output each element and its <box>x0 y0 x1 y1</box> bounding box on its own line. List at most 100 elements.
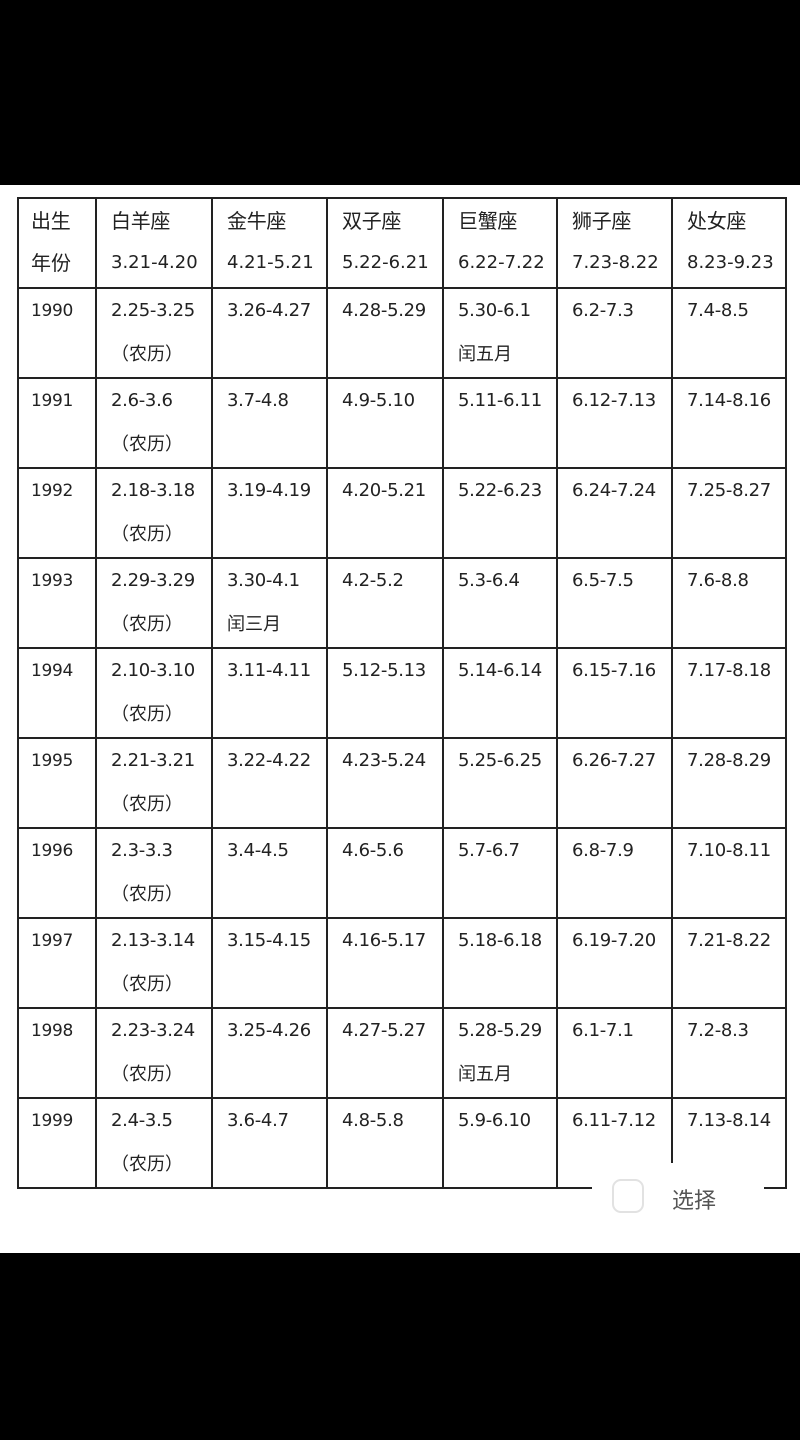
date-cell: 3.4-4.5 <box>211 827 328 919</box>
date-range: 5.28-5.29 <box>458 1020 542 1041</box>
sign-date-range: 6.22-7.22 <box>458 252 545 273</box>
sign-date-range: 5.22-6.21 <box>342 252 429 273</box>
date-range: 7.4-8.5 <box>687 300 749 321</box>
date-cell: 3.30-4.1 闰三月 <box>211 557 328 649</box>
date-note: （农历） <box>111 614 183 635</box>
date-range: 4.2-5.2 <box>342 570 404 591</box>
date-cell: 4.20-5.21 <box>326 467 444 559</box>
date-cell: 6.1-7.1 <box>556 1007 673 1099</box>
date-cell: 2.4-3.5 （农历） <box>95 1097 213 1189</box>
date-range: 5.11-6.11 <box>458 390 542 411</box>
date-note: （农历） <box>111 344 183 365</box>
sign-date-range: 7.23-8.22 <box>572 252 659 273</box>
date-cell: 3.26-4.27 <box>211 287 328 379</box>
date-note: 闰三月 <box>227 614 281 635</box>
year-cell: 1991 <box>17 377 97 469</box>
select-control[interactable]: 选择 <box>592 1163 764 1243</box>
table-row: 1997 2.13-3.14 （农历） 3.15-4.15 4.16-5.17 5.18-… <box>17 917 787 1009</box>
header-cell-sign: 金牛座 4.21-5.21 <box>211 197 328 289</box>
checkbox-icon[interactable] <box>612 1179 644 1213</box>
date-range: 3.15-4.15 <box>227 930 311 951</box>
date-cell: 4.8-5.8 <box>326 1097 444 1189</box>
year: 1998 <box>31 1021 74 1041</box>
year-cell: 1996 <box>17 827 97 919</box>
date-cell: 6.8-7.9 <box>556 827 673 919</box>
date-range: 3.11-4.11 <box>227 660 311 681</box>
date-range: 6.2-7.3 <box>572 300 634 321</box>
date-note: （农历） <box>111 974 183 995</box>
sign-name: 白羊座 <box>111 209 171 233</box>
sign-name: 金牛座 <box>227 209 287 233</box>
date-range: 7.14-8.16 <box>687 390 771 411</box>
date-note: （农历） <box>111 1154 183 1175</box>
table-row: 1991 2.6-3.6 （农历） 3.7-4.8 4.9-5.10 5.11-6.11 6… <box>17 377 787 469</box>
year-cell: 1999 <box>17 1097 97 1189</box>
date-cell: 7.6-8.8 <box>671 557 787 649</box>
date-cell: 3.6-4.7 <box>211 1097 328 1189</box>
date-cell: 7.2-8.3 <box>671 1007 787 1099</box>
date-range: 2.21-3.21 <box>111 750 195 771</box>
date-cell: 6.2-7.3 <box>556 287 673 379</box>
date-note: （农历） <box>111 524 183 545</box>
date-cell: 2.18-3.18 （农历） <box>95 467 213 559</box>
date-cell: 5.22-6.23 <box>442 467 558 559</box>
date-cell: 5.28-5.29 闰五月 <box>442 1007 558 1099</box>
date-range: 2.25-3.25 <box>111 300 195 321</box>
date-range: 6.15-7.16 <box>572 660 656 681</box>
date-cell: 5.14-6.14 <box>442 647 558 739</box>
date-range: 4.20-5.21 <box>342 480 426 501</box>
date-cell: 3.11-4.11 <box>211 647 328 739</box>
header-cell-sign: 处女座 8.23-9.23 <box>671 197 787 289</box>
date-cell: 2.13-3.14 （农历） <box>95 917 213 1009</box>
date-cell: 6.24-7.24 <box>556 467 673 559</box>
sign-date-range: 4.21-5.21 <box>227 252 314 273</box>
date-range: 7.6-8.8 <box>687 570 749 591</box>
date-range: 3.19-4.19 <box>227 480 311 501</box>
date-range: 6.26-7.27 <box>572 750 656 771</box>
year-cell: 1992 <box>17 467 97 559</box>
date-cell: 3.15-4.15 <box>211 917 328 1009</box>
date-cell: 3.7-4.8 <box>211 377 328 469</box>
table-row: 1994 2.10-3.10 （农历） 3.11-4.11 5.12-5.13 5.14-… <box>17 647 787 739</box>
date-cell: 2.29-3.29 （农历） <box>95 557 213 649</box>
date-cell: 5.18-6.18 <box>442 917 558 1009</box>
date-cell: 6.26-7.27 <box>556 737 673 829</box>
table-row: 1998 2.23-3.24 （农历） 3.25-4.26 4.27-5.27 5.28-… <box>17 1007 787 1099</box>
date-cell: 7.17-8.18 <box>671 647 787 739</box>
date-range: 6.8-7.9 <box>572 840 634 861</box>
table-row: 1992 2.18-3.18 （农历） 3.19-4.19 4.20-5.21 5.22-… <box>17 467 787 559</box>
table-row: 1996 2.3-3.3 （农历） 3.4-4.5 4.6-5.6 5.7-6.7 6.8-… <box>17 827 787 919</box>
date-cell: 6.12-7.13 <box>556 377 673 469</box>
date-range: 6.19-7.20 <box>572 930 656 951</box>
year: 1996 <box>31 841 74 861</box>
date-range: 4.9-5.10 <box>342 390 415 411</box>
table-row: 1990 2.25-3.25 （农历） 3.26-4.27 4.28-5.29 5.30-… <box>17 287 787 379</box>
zodiac-lunar-table: 出生 年份 白羊座 3.21-4.20 金牛座 4.21-5.21 双子座 5.22-6.… <box>17 197 787 1189</box>
date-range: 7.13-8.14 <box>687 1110 771 1131</box>
date-cell: 5.7-6.7 <box>442 827 558 919</box>
date-range: 7.28-8.29 <box>687 750 771 771</box>
year: 1999 <box>31 1111 74 1131</box>
date-range: 5.7-6.7 <box>458 840 520 861</box>
date-cell: 7.10-8.11 <box>671 827 787 919</box>
sign-name: 巨蟹座 <box>458 209 518 233</box>
date-note: （农历） <box>111 884 183 905</box>
date-note: （农历） <box>111 704 183 725</box>
date-cell: 3.22-4.22 <box>211 737 328 829</box>
date-range: 2.3-3.3 <box>111 840 173 861</box>
year: 1992 <box>31 481 74 501</box>
date-cell: 2.10-3.10 （农历） <box>95 647 213 739</box>
date-range: 5.30-6.1 <box>458 300 531 321</box>
year-cell: 1998 <box>17 1007 97 1099</box>
date-cell: 4.9-5.10 <box>326 377 444 469</box>
header-row: 出生 年份 白羊座 3.21-4.20 金牛座 4.21-5.21 双子座 5.22-6.… <box>17 197 787 289</box>
date-range: 6.11-7.12 <box>572 1110 656 1131</box>
date-range: 5.12-5.13 <box>342 660 426 681</box>
select-label[interactable]: 选择 <box>672 1189 717 1214</box>
sign-name: 狮子座 <box>572 209 632 233</box>
table-body: 出生 年份 白羊座 3.21-4.20 金牛座 4.21-5.21 双子座 5.22-6.… <box>17 197 787 1189</box>
document-image: 出生 年份 白羊座 3.21-4.20 金牛座 4.21-5.21 双子座 5.22-6.… <box>0 185 800 1253</box>
year: 1994 <box>31 661 74 681</box>
year-cell: 1990 <box>17 287 97 379</box>
date-cell: 5.12-5.13 <box>326 647 444 739</box>
